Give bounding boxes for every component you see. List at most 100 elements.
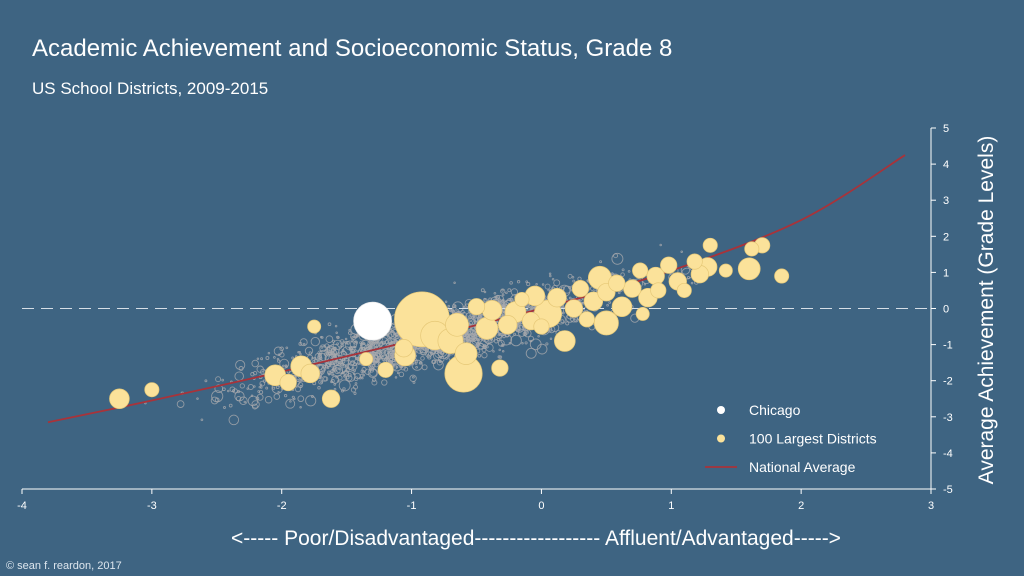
district-point [608,301,612,304]
district-point [277,353,281,357]
district-point [310,336,320,347]
district-point [353,369,356,372]
district-point [215,376,222,383]
district-point [567,273,573,279]
district-point [366,343,370,347]
district-point [250,394,254,398]
district-point [221,378,225,382]
district-point [341,363,345,367]
district-point [228,414,240,426]
district-point [264,395,273,404]
district-point [621,268,625,272]
district-point [275,385,280,390]
district-point [565,321,570,326]
largest-district-point [279,373,297,392]
y-axis-ticks: -5 -4 -3 -2 -1 0 1 2 3 4 5 [931,123,953,496]
district-point [323,345,326,348]
district-point [418,361,422,365]
district-point [363,342,366,345]
district-point [246,387,249,390]
district-point [537,334,540,338]
district-point [299,338,308,347]
district-point [256,365,264,373]
district-point [235,395,242,402]
district-point [320,336,324,339]
district-point [354,382,358,385]
district-point [296,378,300,382]
district-point [447,304,450,308]
y-tick-label: 3 [943,195,949,207]
y-tick-label: -3 [943,412,953,424]
district-point [524,329,529,335]
district-point [494,295,497,299]
largest-district-point [394,339,413,358]
district-point [289,400,292,403]
district-point [415,365,418,369]
district-point [291,395,295,399]
district-point [420,356,425,361]
district-point [318,379,324,385]
district-point [258,385,262,389]
district-point [340,343,344,348]
district-point [395,365,399,369]
district-point [320,380,323,384]
legend-label: National Average [749,459,856,475]
district-point [321,367,325,371]
district-point [472,333,476,337]
district-point [375,345,378,349]
largest-district-point [623,279,642,298]
largest-district-point [491,359,509,377]
district-point [501,298,505,302]
district-point [544,283,551,290]
x-tick-label: 2 [798,500,804,512]
largest-district-point [307,319,322,334]
district-point [611,252,624,265]
district-point [295,386,301,393]
district-point [507,288,512,293]
district-point [353,391,357,395]
legend-dot-marker [717,434,725,443]
district-point [501,349,505,353]
district-point [343,369,349,376]
largest-district-point [774,268,790,284]
district-point [381,379,388,386]
district-point [525,347,537,359]
district-point [227,389,230,393]
district-point [398,371,405,378]
district-point [349,345,356,353]
district-point [344,340,349,345]
district-point [251,400,260,409]
district-point [200,418,204,422]
district-point [333,383,337,386]
largest-district-point [514,291,530,307]
district-point [234,371,244,381]
x-tick-label: 0 [538,500,544,512]
district-point [389,359,392,363]
district-point [259,380,266,387]
y-tick-label: 1 [943,267,949,279]
district-point [359,344,363,347]
district-point [331,373,334,377]
copyright-credit: © sean f. reardon, 2017 [6,560,122,572]
district-point [497,298,502,303]
district-point [236,390,241,394]
district-point [369,368,378,377]
district-point [510,334,522,347]
district-point [577,276,582,281]
district-point [346,366,350,370]
x-tick-label: -2 [277,500,287,512]
district-point [353,376,359,382]
district-point [424,347,430,353]
district-point [379,349,383,354]
district-point [510,288,519,296]
x-tick-label: -4 [17,500,27,512]
district-point [326,366,330,370]
district-point [599,260,603,264]
largest-district-point [554,330,576,352]
district-point [330,378,335,383]
district-point [350,387,357,393]
district-point [371,379,378,386]
largest-district-point [611,296,633,317]
district-point [380,340,383,344]
largest-district-point [650,282,667,299]
